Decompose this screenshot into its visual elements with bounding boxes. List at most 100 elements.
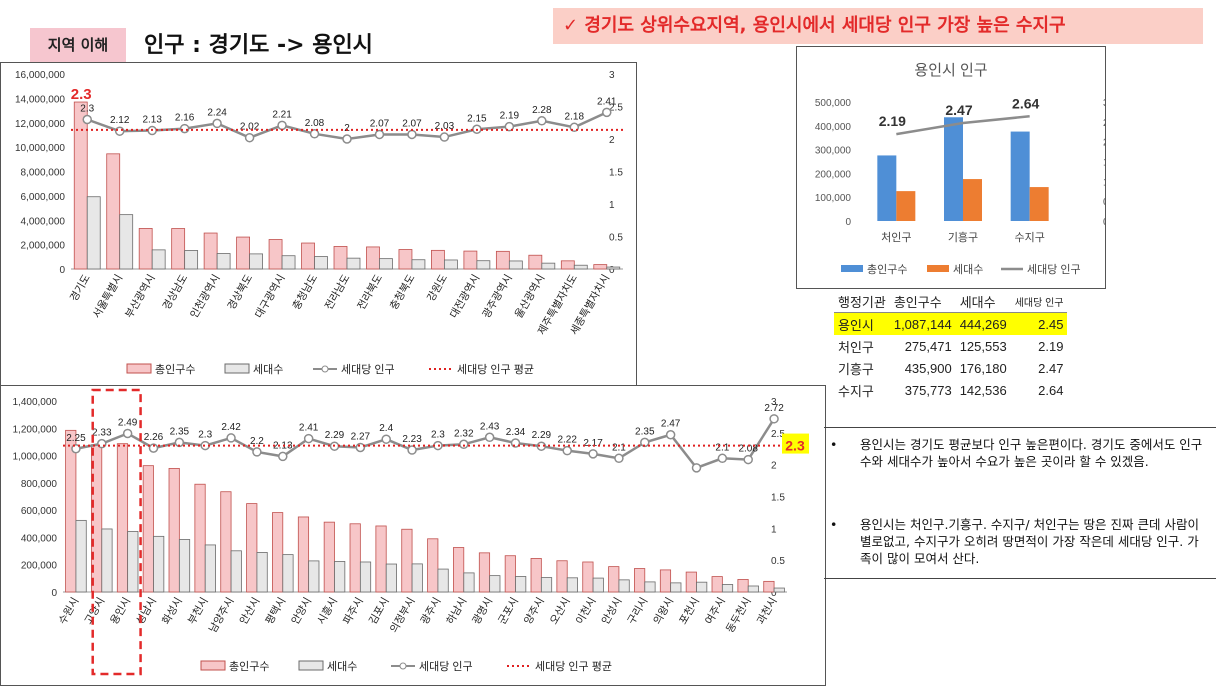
- data-label: 2.35: [635, 426, 655, 437]
- yongin-population-chart-svg: 용인시 인구 0 100,000 200,000 300,000 400,000 500,0…: [815, 62, 1117, 276]
- data-label: 2.1: [612, 442, 626, 453]
- bar-households: [379, 258, 393, 270]
- bar-total-population: [560, 260, 575, 270]
- bar-households: [282, 554, 294, 593]
- data-label: 2.24: [207, 107, 227, 118]
- x-tick-label: 용인시: [108, 596, 133, 627]
- bar-households: [151, 249, 166, 270]
- x-tick-label: 성남시: [134, 596, 159, 627]
- line-point: [407, 129, 417, 140]
- table-cell: 176,180: [959, 360, 1007, 376]
- bar-households: [249, 253, 263, 270]
- data-label: 2.3: [198, 430, 212, 441]
- legend-swatch-households: [927, 265, 949, 272]
- legend-label: 세대당 인구 평균: [535, 660, 612, 673]
- bar-total-population: [431, 249, 445, 270]
- data-label: 2.35: [170, 426, 190, 437]
- legend-swatch-marker: [321, 365, 329, 373]
- bar-total-population: [608, 566, 620, 593]
- yongin-stats-table: 행정기관 총인구수 세대수 세대당 인구 용인시 1,087,144 444,2…: [834, 290, 1068, 401]
- line-point: [602, 107, 612, 118]
- y-tick-label: 400,000: [815, 122, 852, 133]
- y2-tick-label: 3: [1103, 98, 1105, 109]
- bar-households: [346, 257, 361, 270]
- y-tick-label: 1,400,000: [13, 397, 58, 408]
- analysis-notes: • 용인시는 경기도 평균보다 인구 높은편이다. 경기도 중에서도 인구수와 …: [824, 427, 1216, 579]
- y-tick-label: 300,000: [815, 146, 852, 157]
- x-tick-label: 강원도: [425, 272, 450, 303]
- x-tick-label: 충청북도: [388, 272, 418, 312]
- y2-tick-label: 1.5: [771, 493, 785, 504]
- city-population-chart: 0 200,000 400,000 600,000 800,000 1,000,000 1,…: [0, 385, 826, 686]
- x-tick-label: 울산광역시: [513, 273, 548, 321]
- line-point: [252, 447, 262, 457]
- line-point: [484, 432, 495, 443]
- bar-households: [573, 264, 588, 270]
- bar-total-population: [504, 555, 516, 593]
- line-point: [743, 454, 753, 465]
- bar-households: [606, 266, 621, 270]
- data-label: 2.13: [142, 115, 162, 126]
- page-title: 인구 : 경기도 -> 용인시: [144, 33, 373, 58]
- data-label: 2.33: [92, 428, 112, 439]
- legend-label: 세대당 인구: [341, 363, 395, 376]
- bar-households: [508, 260, 523, 270]
- bar-households: [359, 561, 372, 593]
- table-cell: 2.19: [1038, 338, 1064, 354]
- bar-total-population: [272, 512, 284, 593]
- line-point: [82, 114, 92, 125]
- x-tick-label: 양주시: [522, 596, 547, 627]
- x-tick-label: 고양시: [82, 596, 107, 627]
- bar-households: [541, 262, 556, 270]
- bar-total-population: [685, 571, 697, 593]
- legend-swatch-total-population: [841, 265, 863, 272]
- bar-households: [153, 535, 165, 593]
- x-tick-label: 의왕시: [651, 596, 676, 627]
- x-tick-label: 경상남도: [160, 272, 191, 312]
- legend-label: 세대수: [253, 363, 283, 376]
- data-label: 2.41: [299, 423, 319, 434]
- bar-households: [592, 577, 604, 593]
- table-cell: 375,773: [904, 382, 952, 398]
- y2-tick-label: 2: [609, 135, 615, 146]
- y2-tick-label: 0.5: [1103, 197, 1105, 208]
- line-point: [309, 129, 320, 139]
- bar-total-population: [323, 521, 335, 593]
- bar-total-population: [73, 101, 88, 270]
- line-point: [407, 445, 417, 455]
- average-badge-label: 2.3: [785, 438, 805, 454]
- bar-total-population: [634, 568, 646, 593]
- province-population-chart: 0 2,000,000 4,000,000 6,000,000 8,000,000 10,…: [0, 62, 637, 387]
- bar-households: [444, 259, 458, 270]
- table-cell: 275,471: [904, 338, 952, 354]
- y2-tick-label: 1.5: [1103, 158, 1105, 169]
- y2-tick-label: 3: [771, 397, 777, 408]
- x-tick-label: 부산광역시: [123, 273, 158, 321]
- bar-total-population: [246, 503, 258, 593]
- table-row: 수지구 375,773 142,536 2.64: [834, 379, 1067, 401]
- data-label: 2.72: [764, 403, 784, 414]
- bar-households: [334, 561, 346, 593]
- line-point: [459, 439, 469, 450]
- x-tick-label: 군포시: [496, 596, 521, 627]
- y-tick-label: 100,000: [815, 193, 852, 204]
- bar-households: [515, 576, 527, 593]
- x-tick-label: 남양주시: [207, 596, 237, 635]
- x-tick-label: 수지구: [1014, 231, 1044, 244]
- bar-total-population: [333, 246, 348, 270]
- bar-total-population: [349, 523, 361, 593]
- data-label: 2.02: [240, 122, 260, 133]
- bar-households: [747, 585, 759, 593]
- x-tick-label: 안양시: [289, 596, 314, 627]
- bar-households: [216, 253, 231, 270]
- line-point: [381, 434, 391, 444]
- legend-swatch-marker: [399, 662, 407, 670]
- bar-households: [184, 250, 199, 270]
- y-tick-label: 14,000,000: [15, 94, 65, 105]
- data-label: 2.23: [402, 434, 422, 445]
- line-point: [665, 429, 676, 440]
- average-badge: [782, 433, 809, 454]
- x-tick-label: 처인구: [881, 231, 911, 244]
- bar-households: [314, 256, 328, 270]
- bar-households: [463, 572, 475, 593]
